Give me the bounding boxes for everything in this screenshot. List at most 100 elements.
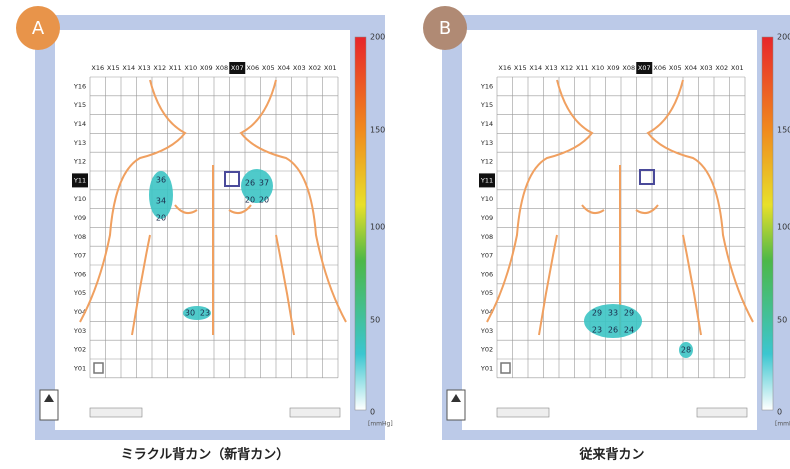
row-label: Y04 <box>480 308 493 316</box>
row-label: Y14 <box>480 120 493 128</box>
column-label: X12 <box>560 64 573 72</box>
column-label: X05 <box>262 64 275 72</box>
scale-label: 100 <box>370 223 385 232</box>
column-label: X09 <box>200 64 213 72</box>
row-label: Y07 <box>480 252 493 260</box>
pressure-reading: 36 <box>156 176 166 185</box>
row-label: Y04 <box>73 308 86 316</box>
caption: 従来背カン <box>578 447 644 463</box>
row-label: Y03 <box>73 327 86 335</box>
row-label: Y16 <box>480 82 493 90</box>
column-label: X16 <box>498 64 511 72</box>
badge <box>16 6 60 50</box>
panel-screen <box>55 30 350 430</box>
row-label: Y02 <box>73 346 86 354</box>
column-label: X02 <box>308 64 321 72</box>
scale-label: 200 <box>370 33 385 42</box>
pressure-reading: 37 <box>259 179 269 188</box>
reference-square <box>639 169 655 185</box>
icon-triangle <box>451 394 461 402</box>
scale-label: 150 <box>370 126 385 135</box>
pressure-area <box>183 306 211 320</box>
row-label: Y03 <box>480 327 493 335</box>
row-label: Y15 <box>73 101 86 109</box>
column-label: X01 <box>324 64 337 72</box>
row-label: Y14 <box>73 120 86 128</box>
column-label: X01 <box>731 64 744 72</box>
pressure-reading: 20 <box>259 196 269 205</box>
pressure-reading: 29 <box>592 309 602 318</box>
pressure-reading: 33 <box>608 309 618 318</box>
row-label: Y07 <box>73 252 86 260</box>
row-label: Y12 <box>480 158 493 166</box>
body-outline <box>79 79 347 336</box>
row-label: Y10 <box>480 195 493 203</box>
scale-unit: [mmHg] <box>368 421 393 428</box>
pressure-reading: 29 <box>624 309 634 318</box>
badge-label: A <box>32 18 45 39</box>
pressure-reading: 23 <box>200 309 210 318</box>
row-label: Y16 <box>73 82 86 90</box>
column-label: X04 <box>684 64 697 72</box>
row-label: Y05 <box>480 289 493 297</box>
reference-square <box>224 171 240 187</box>
column-label: X14 <box>529 64 542 72</box>
scale-label: 50 <box>777 316 787 325</box>
pressure-reading: 30 <box>185 309 195 318</box>
column-label: X03 <box>293 64 306 72</box>
button <box>496 407 550 418</box>
pressure-reading: 34 <box>156 197 166 206</box>
column-label: X13 <box>138 64 151 72</box>
pressure-reading: 24 <box>624 326 634 335</box>
body-outline <box>486 79 754 336</box>
column-label: X11 <box>576 64 589 72</box>
row-label: Y15 <box>480 101 493 109</box>
icon-box <box>39 389 59 421</box>
badge-label: B <box>439 18 451 39</box>
row-label: Y02 <box>480 346 493 354</box>
pressure-reading: 20 <box>245 196 255 205</box>
column-label: X12 <box>153 64 166 72</box>
panel: X16 X15 X14 X13 X12 X11 X10 X09 X08 X07 X06 X05 X04 X… <box>423 6 790 463</box>
icon-triangle <box>44 394 54 402</box>
caption: ミラクル背カン（新背カン） <box>121 447 290 463</box>
row-label: Y09 <box>73 214 86 222</box>
row-label: Y12 <box>73 158 86 166</box>
column-label: X08 <box>215 64 228 72</box>
scale-label: 0 <box>370 408 375 417</box>
column-label: X14 <box>122 64 135 72</box>
scale-label: 150 <box>777 126 790 135</box>
scale-label: 100 <box>777 223 790 232</box>
pressure-area <box>584 304 642 338</box>
pressure-reading: 26 <box>608 326 618 335</box>
row-label: Y08 <box>480 233 493 241</box>
row-label: Y11 <box>480 176 493 184</box>
row-label: Y01 <box>73 364 86 372</box>
scale-unit: [mmHg] <box>775 421 790 428</box>
color-scale <box>354 36 367 411</box>
scale-label: 0 <box>777 408 782 417</box>
pressure-area <box>241 169 273 203</box>
scale-label: 200 <box>777 33 790 42</box>
button <box>289 407 341 418</box>
button <box>696 407 748 418</box>
column-label: X07 <box>231 64 244 72</box>
badge <box>423 6 467 50</box>
column-highlight <box>229 62 246 74</box>
row-label: Y06 <box>480 270 493 278</box>
column-label: X16 <box>91 64 104 72</box>
panel-screen <box>462 30 757 430</box>
row-label: Y11 <box>73 176 86 184</box>
column-label: X10 <box>591 64 604 72</box>
column-label: X05 <box>669 64 682 72</box>
row-highlight <box>72 173 88 188</box>
column-label: X10 <box>184 64 197 72</box>
color-scale <box>761 36 774 411</box>
row-label: Y06 <box>73 270 86 278</box>
pressure-reading: 23 <box>592 326 602 335</box>
button <box>89 407 143 418</box>
scale-label: 50 <box>370 316 380 325</box>
row-label: Y09 <box>480 214 493 222</box>
column-label: X08 <box>622 64 635 72</box>
column-label: X03 <box>700 64 713 72</box>
